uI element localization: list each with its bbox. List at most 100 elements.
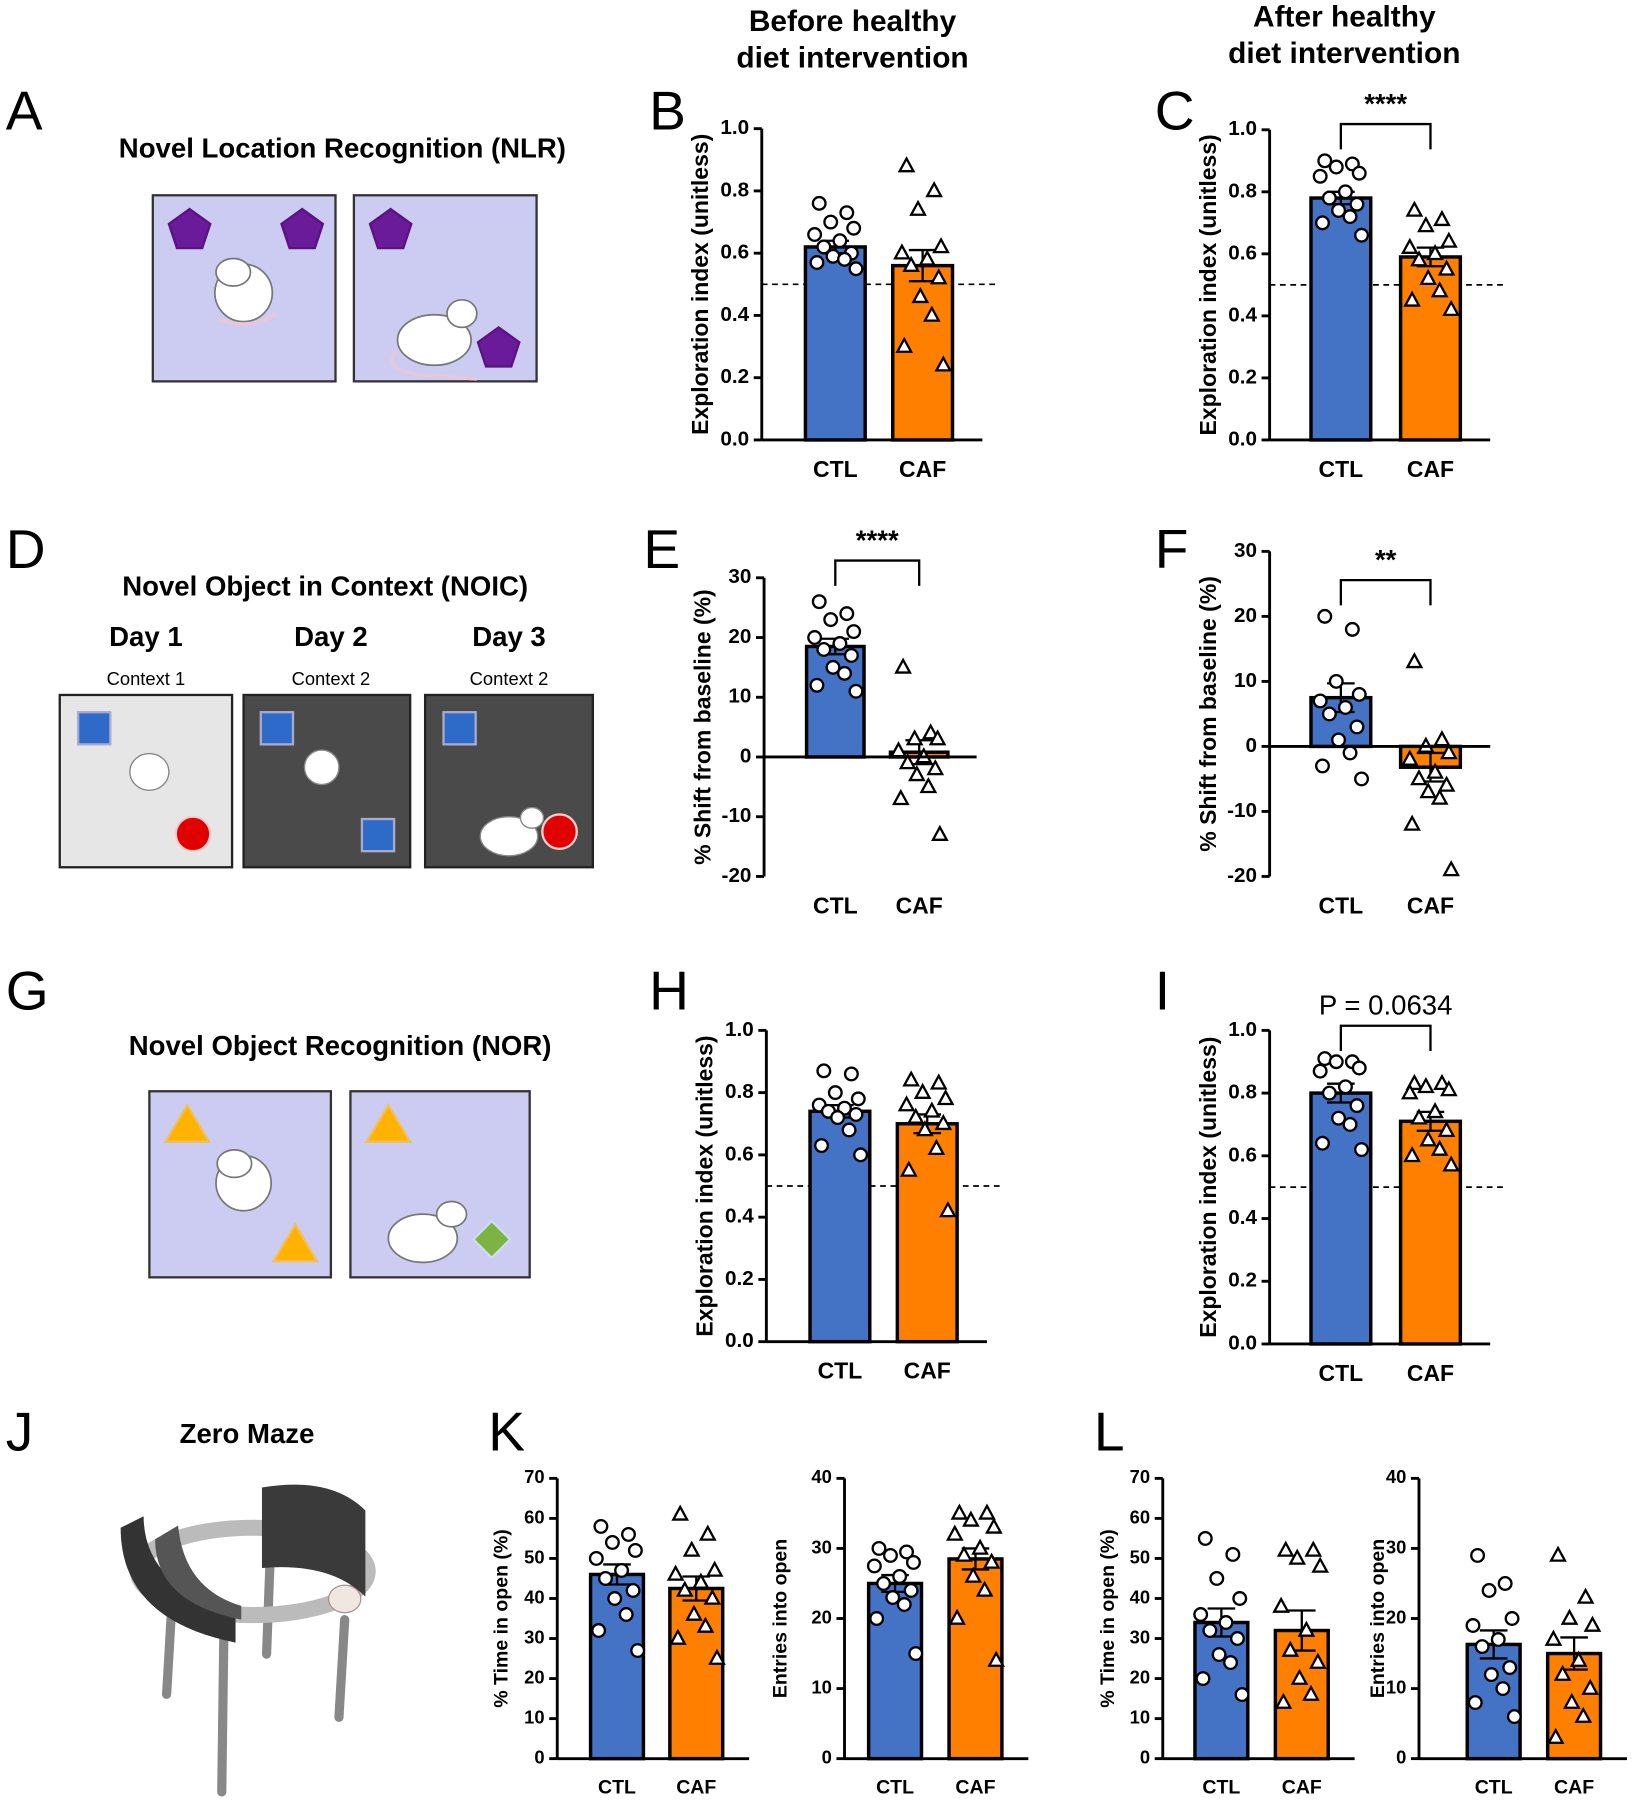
x-tick-label: CAF bbox=[1554, 1777, 1594, 1799]
data-point bbox=[922, 1101, 941, 1118]
data-point bbox=[1403, 1145, 1421, 1163]
panel-letter: L bbox=[1094, 1400, 1125, 1462]
data-point bbox=[1440, 231, 1458, 248]
data-point bbox=[1403, 814, 1421, 831]
y-tick-label: 0.6 bbox=[1228, 1143, 1257, 1166]
x-tick-label: CTL bbox=[813, 456, 858, 482]
zero-maze-drawing bbox=[120, 1484, 376, 1797]
data-point bbox=[1337, 1079, 1353, 1095]
bar bbox=[895, 1122, 959, 1344]
data-point bbox=[955, 1545, 973, 1562]
data-point bbox=[1400, 1083, 1419, 1100]
data-point bbox=[913, 1082, 932, 1099]
data-point bbox=[1560, 1608, 1579, 1625]
data-point bbox=[897, 1095, 916, 1112]
data-point bbox=[905, 729, 924, 746]
data-point bbox=[928, 729, 947, 746]
y-tick-label: 0.4 bbox=[720, 303, 749, 326]
day-label: Day 2 bbox=[294, 621, 368, 652]
y-axis-label: Exploration index (unitless) bbox=[687, 134, 713, 435]
y-tick-label: 30 bbox=[811, 1536, 831, 1557]
data-point bbox=[1211, 1647, 1227, 1663]
schematic-title: Novel Location Recognition (NLR) bbox=[119, 133, 566, 164]
data-point bbox=[1349, 719, 1365, 735]
data-point bbox=[908, 765, 926, 782]
data-point bbox=[1504, 1611, 1520, 1626]
panel-letter: C bbox=[1155, 79, 1195, 141]
data-point bbox=[811, 195, 827, 211]
significance-bracket bbox=[834, 559, 921, 586]
panel-letter: H bbox=[649, 959, 689, 1021]
day-label: Day 1 bbox=[109, 621, 183, 652]
y-tick-label: 0.8 bbox=[725, 1080, 754, 1103]
data-point bbox=[1576, 1587, 1595, 1604]
data-point bbox=[916, 1120, 934, 1137]
data-point bbox=[1481, 1583, 1497, 1598]
y-tick-label: 40 bbox=[1386, 1466, 1406, 1487]
data-point bbox=[1410, 1108, 1428, 1125]
y-tick-label: 0.0 bbox=[1228, 427, 1257, 450]
data-point bbox=[1419, 782, 1438, 799]
schematic-title: Novel Object Recognition (NOR) bbox=[129, 1030, 552, 1061]
data-point bbox=[807, 227, 823, 242]
data-point bbox=[1209, 1571, 1225, 1586]
bar bbox=[1309, 1091, 1373, 1346]
data-point bbox=[627, 1542, 643, 1558]
data-point bbox=[827, 1085, 843, 1101]
data-point bbox=[885, 1590, 901, 1605]
data-point bbox=[1467, 1695, 1483, 1711]
column-title: diet intervention bbox=[1228, 37, 1460, 70]
data-point bbox=[1321, 706, 1337, 722]
data-point bbox=[1506, 1709, 1522, 1725]
data-point bbox=[1276, 1540, 1295, 1557]
data-point bbox=[841, 1122, 857, 1138]
data-point bbox=[1405, 652, 1424, 669]
data-point bbox=[1465, 1618, 1481, 1633]
y-tick-label: 0.4 bbox=[725, 1205, 754, 1228]
data-point bbox=[1342, 209, 1358, 225]
x-tick-label: CTL bbox=[818, 1358, 863, 1384]
data-point bbox=[846, 220, 862, 236]
data-point bbox=[1272, 1596, 1290, 1613]
data-point bbox=[1410, 769, 1428, 786]
data-point bbox=[932, 237, 950, 254]
y-tick-label: 1.0 bbox=[725, 1018, 754, 1041]
data-point bbox=[598, 1571, 613, 1586]
data-point bbox=[906, 1107, 925, 1124]
data-point bbox=[832, 636, 848, 651]
data-point bbox=[848, 683, 864, 699]
data-point bbox=[925, 181, 943, 198]
significance-label: ** bbox=[1375, 544, 1397, 575]
data-point bbox=[1426, 1102, 1444, 1119]
data-point bbox=[1351, 1060, 1367, 1076]
data-point bbox=[1281, 1640, 1300, 1657]
data-point bbox=[1442, 860, 1460, 877]
y-tick-label: 1.0 bbox=[1228, 117, 1257, 140]
x-tick-label: CAF bbox=[676, 1777, 716, 1799]
x-tick-label: CTL bbox=[1319, 893, 1364, 919]
schematic-title: Zero Maze bbox=[180, 1418, 315, 1449]
data-point bbox=[1430, 788, 1449, 805]
x-tick-label: CTL bbox=[876, 1777, 914, 1799]
y-axis-label: % Time in open (%) bbox=[1097, 1529, 1119, 1708]
bar bbox=[866, 1581, 924, 1761]
y-tick-label: 40 bbox=[811, 1466, 831, 1487]
data-point bbox=[1426, 762, 1444, 779]
noic-schematic bbox=[58, 693, 595, 869]
data-point bbox=[1433, 209, 1451, 227]
data-point bbox=[1232, 1591, 1248, 1606]
data-point bbox=[618, 1607, 634, 1622]
data-point bbox=[1197, 1530, 1213, 1546]
data-point bbox=[1430, 1139, 1449, 1156]
y-tick-label: -20 bbox=[1227, 864, 1257, 887]
data-point bbox=[1304, 1540, 1323, 1557]
nlr-schematic bbox=[151, 194, 538, 383]
y-axis-label: Entries into open bbox=[769, 1539, 791, 1698]
data-point bbox=[1574, 1706, 1593, 1723]
y-tick-label: 0 bbox=[740, 744, 752, 767]
data-point bbox=[816, 239, 832, 255]
data-point bbox=[1426, 243, 1444, 261]
data-point bbox=[1410, 250, 1428, 267]
y-tick-label: 10 bbox=[728, 685, 751, 708]
data-point bbox=[871, 1540, 887, 1556]
